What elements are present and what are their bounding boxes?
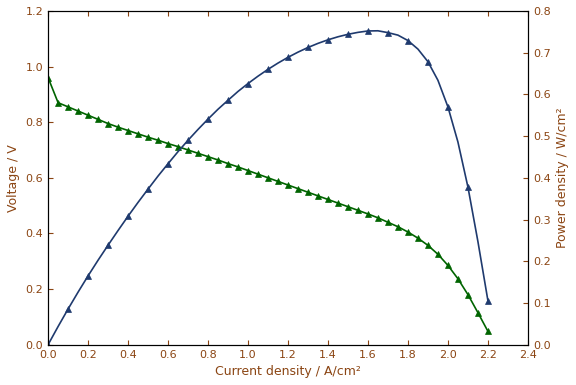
- Y-axis label: Voltage / V: Voltage / V: [7, 144, 20, 212]
- Y-axis label: Power density / W/cm²: Power density / W/cm²: [556, 107, 569, 248]
- X-axis label: Current density / A/cm²: Current density / A/cm²: [215, 365, 361, 378]
